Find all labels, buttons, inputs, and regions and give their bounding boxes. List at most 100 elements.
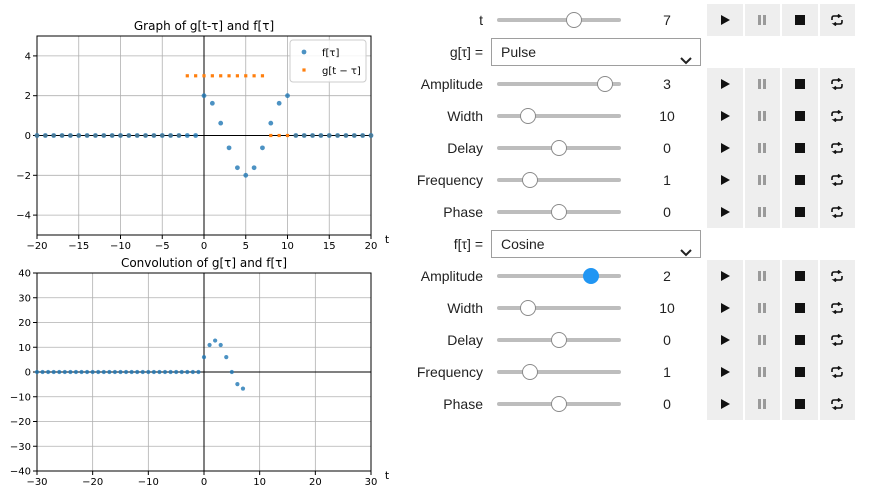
data-point [201, 93, 207, 99]
slider-label: Frequency [416, 364, 483, 380]
slider[interactable] [497, 133, 621, 163]
data-point [185, 74, 189, 78]
loop-button[interactable] [819, 324, 855, 356]
slider[interactable] [497, 293, 621, 323]
slider-track[interactable] [497, 18, 621, 22]
slider[interactable] [497, 5, 621, 35]
play-button[interactable] [707, 100, 743, 132]
slider[interactable] [497, 357, 621, 387]
function-select[interactable]: Cosine [491, 230, 701, 258]
stop-button[interactable] [782, 260, 818, 292]
slider-track[interactable] [497, 178, 621, 182]
loop-button[interactable] [819, 100, 855, 132]
data-point [219, 74, 223, 78]
pause-button[interactable] [744, 388, 780, 420]
slider-track[interactable] [497, 114, 621, 118]
slider-track[interactable] [497, 274, 621, 278]
stop-button[interactable] [782, 324, 818, 356]
stop-button[interactable] [782, 292, 818, 324]
pause-button[interactable] [744, 4, 780, 36]
slider[interactable] [497, 101, 621, 131]
slider-thumb[interactable] [565, 12, 582, 28]
pause-button[interactable] [744, 164, 780, 196]
data-point [129, 369, 134, 375]
pause-icon [756, 398, 768, 410]
y-tick-label: 30 [18, 293, 31, 304]
pause-button[interactable] [744, 68, 780, 100]
play-button[interactable] [707, 164, 743, 196]
loop-button[interactable] [819, 132, 855, 164]
slider-thumb[interactable] [551, 140, 567, 156]
slider-track[interactable] [497, 82, 621, 86]
slider[interactable] [497, 69, 621, 99]
play-icon [719, 270, 731, 282]
slider-thumb[interactable] [583, 268, 600, 284]
stop-button[interactable] [782, 388, 818, 420]
slider-value: 3 [663, 76, 671, 92]
slider-row-f-delay: Delay 0 [395, 324, 860, 356]
data-point [162, 369, 168, 375]
stop-button[interactable] [782, 4, 818, 36]
slider-row-f-width: Width 10 [395, 292, 860, 324]
x-axis-label: t [385, 233, 390, 246]
loop-button[interactable] [819, 196, 855, 228]
loop-button[interactable] [819, 388, 855, 420]
slider[interactable] [497, 389, 621, 419]
loop-button[interactable] [819, 260, 855, 292]
slider-thumb[interactable] [522, 364, 539, 380]
stop-button[interactable] [782, 164, 818, 196]
pause-button[interactable] [744, 132, 780, 164]
animation-controls [707, 260, 855, 292]
slider[interactable] [497, 197, 621, 227]
data-point [168, 369, 173, 375]
play-button[interactable] [707, 292, 743, 324]
play-button[interactable] [707, 132, 743, 164]
stop-button[interactable] [782, 68, 818, 100]
play-button[interactable] [707, 260, 743, 292]
slider-thumb[interactable] [551, 204, 567, 220]
loop-button[interactable] [819, 164, 855, 196]
stop-button[interactable] [782, 356, 818, 388]
play-button[interactable] [707, 196, 743, 228]
slider-thumb[interactable] [551, 396, 567, 412]
slider-thumb[interactable] [596, 76, 613, 92]
x-tick-label: −5 [155, 241, 170, 252]
data-point [79, 369, 84, 375]
data-point [101, 369, 106, 375]
slider[interactable] [497, 325, 621, 355]
loop-button[interactable] [819, 4, 855, 36]
pause-button[interactable] [744, 196, 780, 228]
stop-button[interactable] [782, 132, 818, 164]
loop-button[interactable] [819, 68, 855, 100]
slider[interactable] [497, 165, 621, 195]
stop-button[interactable] [782, 196, 818, 228]
stop-button[interactable] [782, 100, 818, 132]
y-tick-label: −30 [10, 442, 31, 453]
pause-button[interactable] [744, 100, 780, 132]
slider-thumb[interactable] [520, 300, 536, 316]
play-button[interactable] [707, 68, 743, 100]
slider-thumb[interactable] [520, 108, 536, 124]
loop-button[interactable] [819, 356, 855, 388]
play-button[interactable] [707, 324, 743, 356]
slider-track[interactable] [497, 370, 621, 374]
pause-button[interactable] [744, 260, 780, 292]
slider-thumb[interactable] [551, 332, 567, 348]
y-tick-label: −10 [10, 392, 31, 403]
play-button[interactable] [707, 356, 743, 388]
pause-button[interactable] [744, 292, 780, 324]
x-tick-label: 10 [253, 477, 266, 488]
play-button[interactable] [707, 4, 743, 36]
pause-button[interactable] [744, 324, 780, 356]
slider[interactable] [497, 261, 621, 291]
data-point [143, 133, 148, 138]
x-tick-label: −10 [138, 477, 159, 488]
pause-button[interactable] [744, 356, 780, 388]
function-select[interactable]: Pulse [491, 38, 701, 66]
slider-track[interactable] [497, 306, 621, 310]
loop-button[interactable] [819, 292, 855, 324]
slider-thumb[interactable] [522, 172, 539, 188]
data-point [109, 133, 115, 138]
play-button[interactable] [707, 388, 743, 420]
